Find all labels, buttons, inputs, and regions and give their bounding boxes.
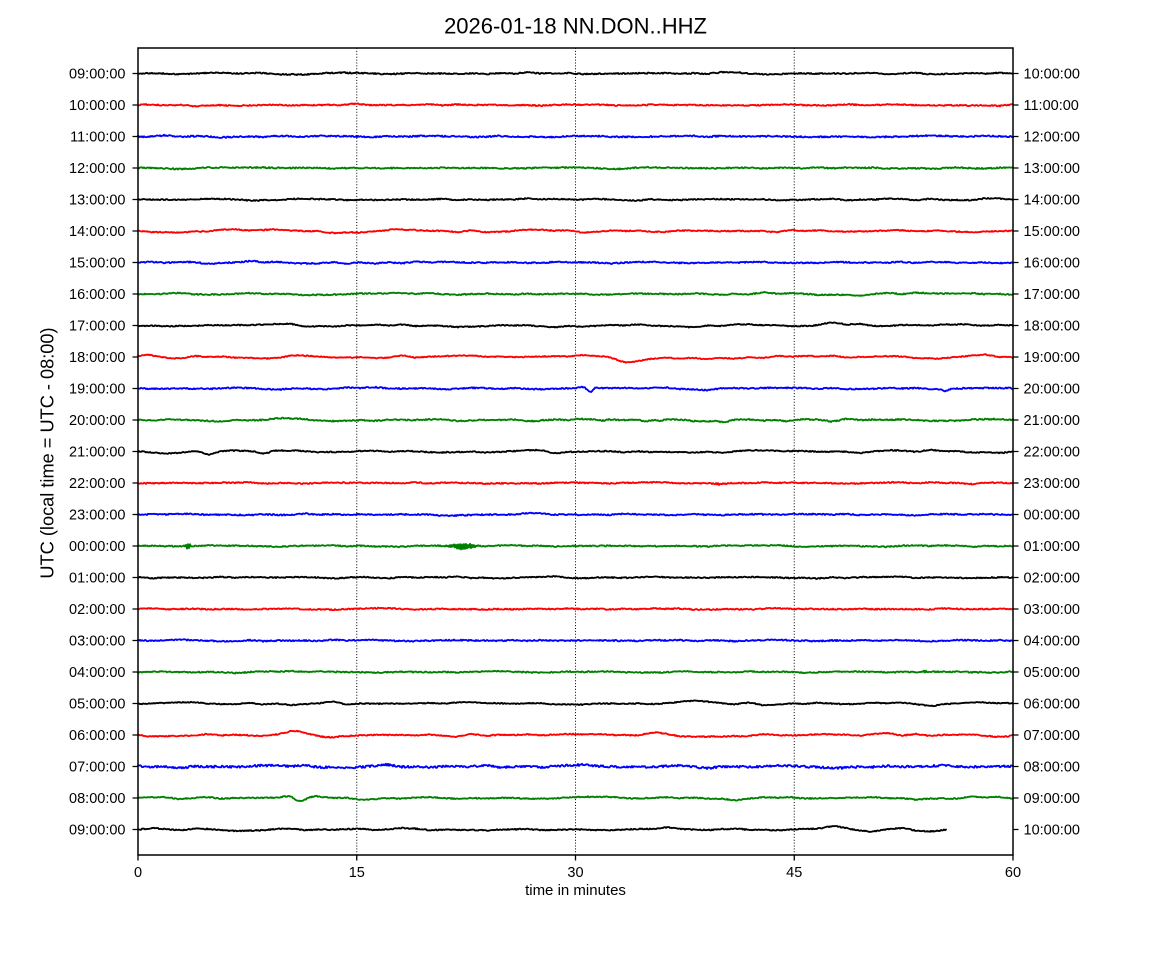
svg-text:15:00:00: 15:00:00: [1024, 224, 1080, 240]
svg-text:19:00:00: 19:00:00: [69, 382, 125, 398]
svg-text:21:00:00: 21:00:00: [69, 445, 125, 461]
svg-text:04:00:00: 04:00:00: [69, 665, 125, 681]
svg-text:0: 0: [134, 865, 142, 881]
svg-text:22:00:00: 22:00:00: [1024, 445, 1080, 461]
svg-text:23:00:00: 23:00:00: [69, 508, 125, 524]
svg-text:01:00:00: 01:00:00: [69, 571, 125, 587]
svg-text:16:00:00: 16:00:00: [1024, 256, 1080, 272]
svg-text:11:00:00: 11:00:00: [70, 130, 125, 146]
svg-text:17:00:00: 17:00:00: [69, 319, 125, 335]
svg-text:00:00:00: 00:00:00: [1024, 508, 1080, 524]
svg-text:15:00:00: 15:00:00: [69, 256, 125, 272]
svg-text:08:00:00: 08:00:00: [1024, 760, 1080, 776]
svg-text:18:00:00: 18:00:00: [69, 350, 125, 366]
svg-text:05:00:00: 05:00:00: [69, 697, 125, 713]
svg-text:06:00:00: 06:00:00: [69, 728, 125, 744]
svg-text:UTC (local time = UTC - 08:00): UTC (local time = UTC - 08:00): [38, 327, 58, 578]
svg-text:17:00:00: 17:00:00: [1024, 287, 1080, 303]
svg-text:09:00:00: 09:00:00: [1024, 791, 1080, 807]
svg-text:60: 60: [1005, 865, 1021, 881]
svg-text:19:00:00: 19:00:00: [1024, 350, 1080, 366]
svg-text:09:00:00: 09:00:00: [69, 823, 125, 839]
svg-text:07:00:00: 07:00:00: [69, 760, 125, 776]
svg-text:20:00:00: 20:00:00: [69, 413, 125, 429]
svg-text:13:00:00: 13:00:00: [1024, 161, 1080, 177]
svg-text:12:00:00: 12:00:00: [69, 161, 125, 177]
svg-text:15: 15: [349, 865, 365, 881]
svg-text:08:00:00: 08:00:00: [69, 791, 125, 807]
svg-text:12:00:00: 12:00:00: [1024, 130, 1080, 146]
svg-text:2026-01-18 NN.DON..HHZ: 2026-01-18 NN.DON..HHZ: [444, 14, 707, 39]
svg-text:10:00:00: 10:00:00: [1024, 823, 1080, 839]
svg-text:18:00:00: 18:00:00: [1024, 319, 1080, 335]
svg-text:09:00:00: 09:00:00: [69, 67, 125, 83]
svg-text:14:00:00: 14:00:00: [69, 224, 125, 240]
svg-text:16:00:00: 16:00:00: [69, 287, 125, 303]
svg-text:21:00:00: 21:00:00: [1024, 413, 1080, 429]
svg-text:14:00:00: 14:00:00: [1024, 193, 1080, 209]
svg-text:10:00:00: 10:00:00: [69, 98, 125, 114]
svg-text:02:00:00: 02:00:00: [1024, 571, 1080, 587]
svg-text:01:00:00: 01:00:00: [1024, 539, 1080, 555]
svg-text:22:00:00: 22:00:00: [69, 476, 125, 492]
svg-text:23:00:00: 23:00:00: [1024, 476, 1080, 492]
svg-text:45: 45: [786, 865, 802, 881]
svg-text:04:00:00: 04:00:00: [1024, 634, 1080, 650]
svg-text:10:00:00: 10:00:00: [1024, 67, 1080, 83]
svg-text:20:00:00: 20:00:00: [1024, 382, 1080, 398]
svg-text:02:00:00: 02:00:00: [69, 602, 125, 618]
svg-text:07:00:00: 07:00:00: [1024, 728, 1080, 744]
svg-text:00:00:00: 00:00:00: [69, 539, 125, 555]
svg-text:30: 30: [567, 865, 583, 881]
svg-text:03:00:00: 03:00:00: [69, 634, 125, 650]
svg-text:06:00:00: 06:00:00: [1024, 697, 1080, 713]
svg-text:13:00:00: 13:00:00: [69, 193, 125, 209]
svg-text:03:00:00: 03:00:00: [1024, 602, 1080, 618]
svg-text:11:00:00: 11:00:00: [1024, 98, 1079, 114]
svg-text:time in minutes: time in minutes: [525, 882, 626, 899]
svg-text:05:00:00: 05:00:00: [1024, 665, 1080, 681]
